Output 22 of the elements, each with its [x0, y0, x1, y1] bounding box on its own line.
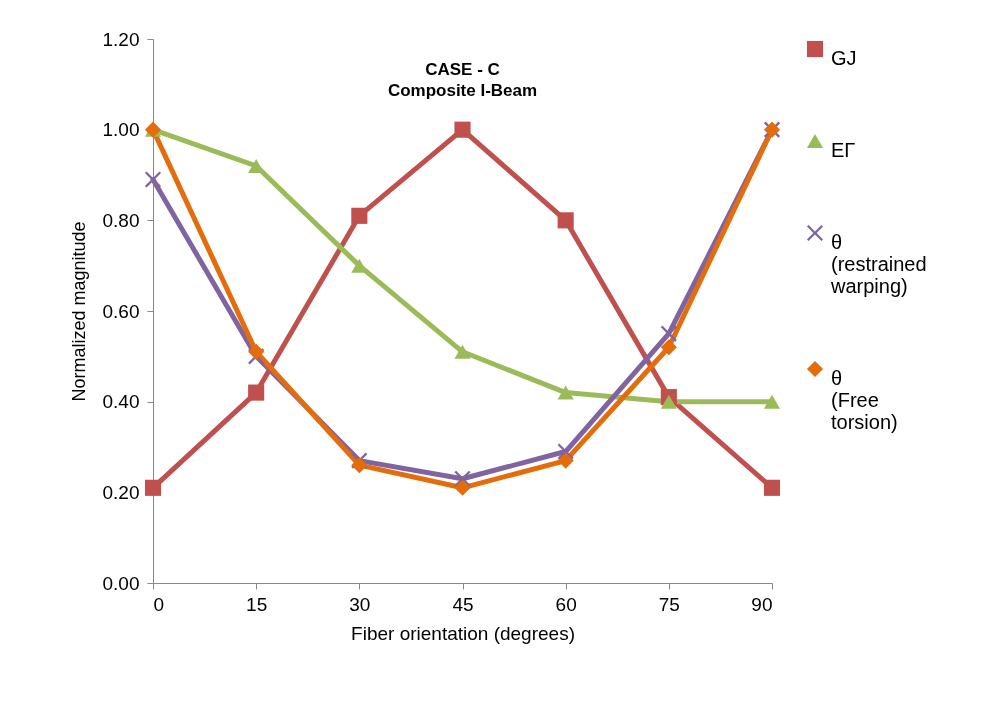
legend-label: GJ	[831, 47, 857, 69]
x-tick-label: 45	[452, 593, 474, 615]
y-tick-label: 0.40	[102, 391, 140, 413]
text: Composite I-Beam	[387, 81, 538, 100]
x-axis-title: Fiber orientation (degrees)	[351, 622, 575, 644]
y-axis-title: Normalized magnitude	[68, 221, 89, 402]
x-tick-label: 15	[246, 593, 268, 615]
y-tick-label: 0.80	[102, 209, 140, 231]
legend-label: θ (Free torsion)	[831, 367, 898, 433]
x-tick-label: 75	[658, 593, 680, 615]
legend-label: EΓ	[831, 139, 856, 161]
x-tick-label: 90	[751, 593, 773, 615]
x-tick-label: 60	[555, 593, 577, 615]
y-tick-label: 0.20	[102, 481, 140, 503]
y-tick-label: 1.00	[102, 119, 140, 141]
y-tick-label: 1.20	[102, 28, 140, 50]
y-tick-label: 0.00	[102, 572, 140, 594]
x-tick-label: 0	[153, 593, 165, 615]
x-tick-label: 30	[349, 593, 371, 615]
legend-label: θ (restrained warping)	[830, 231, 927, 297]
y-tick-label: 0.60	[102, 300, 140, 322]
text: CASE - C	[425, 60, 500, 79]
